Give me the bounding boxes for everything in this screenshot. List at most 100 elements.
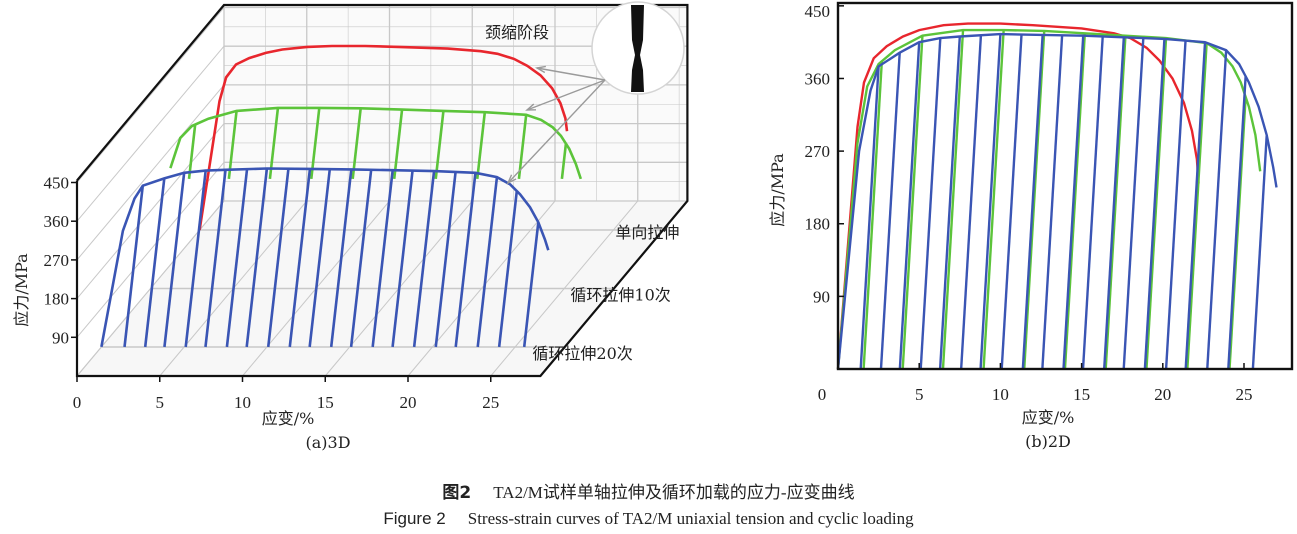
unload-line: [1122, 38, 1145, 370]
unload-line: [371, 170, 394, 348]
unload-line: [979, 34, 1002, 370]
x-tick-label: 15: [317, 393, 334, 412]
necking-label: 颈缩阶段: [485, 23, 549, 42]
arrow-head-icon: [534, 65, 546, 74]
unload-line: [859, 66, 880, 370]
series-2d-0: [836, 22, 1200, 370]
x-tick-label: 15: [1073, 385, 1090, 404]
caption-zh-label: 图2: [442, 483, 472, 503]
y-axis-label: 应力/MPa: [12, 253, 31, 327]
x-axis-label: 应变/%: [262, 409, 315, 428]
y-axis-label: 应力/MPa: [768, 153, 787, 227]
unload-line: [392, 109, 404, 179]
unload-line: [1062, 35, 1085, 370]
grid-line: [76, 7, 225, 183]
chart-title: (a)3D: [305, 433, 350, 452]
series-3d-1: [169, 106, 583, 180]
unload-line: [941, 29, 965, 370]
caption-zh-text: TA2/M试样单轴拉伸及循环加载的应力-应变曲线: [493, 483, 855, 502]
series-label: 循环拉伸10次: [570, 286, 670, 305]
unload-line: [308, 168, 332, 348]
unload-line: [349, 169, 373, 348]
unload-line: [1227, 76, 1247, 370]
unload-line: [163, 172, 186, 348]
unload-line: [1102, 37, 1126, 370]
unload-line: [1000, 34, 1023, 370]
unload-line: [1186, 42, 1208, 370]
series-label: 循环拉伸20次: [532, 344, 632, 363]
unload-line: [187, 124, 197, 179]
x-tick-label: 0: [73, 393, 82, 412]
unload-line: [1063, 33, 1087, 370]
envelope-curve: [198, 44, 569, 231]
y-tick-label: 270: [805, 142, 831, 161]
caption-zh: 图2 TA2/M试样单轴拉伸及循环加载的应力-应变曲线: [0, 478, 1297, 503]
caption-en-label: Figure 2: [383, 509, 446, 528]
unload-line: [898, 42, 921, 370]
y-tick-label: 450: [44, 174, 70, 193]
unload-line: [522, 222, 540, 348]
unload-line: [901, 35, 924, 370]
specimen-necking-icon: [631, 5, 644, 92]
axes-box: [836, 1, 1294, 371]
unload-line: [475, 112, 487, 179]
unload-line: [919, 38, 942, 370]
envelope-curve: [169, 106, 583, 180]
grid-line: [76, 45, 225, 222]
series-2d-2: [836, 32, 1278, 370]
unload-line: [560, 143, 568, 179]
unload-line: [434, 171, 457, 348]
unload-line: [517, 114, 528, 179]
unload-line: [879, 52, 901, 370]
unload-line: [1081, 36, 1104, 370]
arrow-head-icon: [525, 103, 537, 111]
x-tick-label: 20: [1154, 385, 1171, 404]
y-tick-label: 360: [805, 69, 831, 88]
y-tick-label: 90: [52, 328, 69, 347]
x-tick-label: 5: [156, 393, 165, 412]
unload-line: [1145, 38, 1168, 370]
y-tick-label: 450: [805, 2, 831, 21]
unload-line: [1164, 40, 1187, 370]
x-tick-label: 20: [400, 393, 417, 412]
unload-line: [184, 170, 207, 348]
unload-line: [225, 168, 249, 348]
unload-line: [476, 176, 499, 348]
unload-line: [266, 168, 290, 348]
unload-line: [862, 61, 884, 370]
unload-line: [227, 110, 238, 179]
unload-line: [497, 190, 519, 348]
series-2d-1: [836, 28, 1262, 370]
unload-line: [204, 169, 227, 348]
unload-line: [959, 35, 983, 370]
x-axis-label: 应变/%: [1022, 408, 1075, 427]
unload-line: [1251, 134, 1268, 370]
unload-line: [1023, 30, 1046, 370]
caption-en: Figure 2 Stress-strain curves of TA2/M un…: [0, 509, 1297, 529]
unload-line: [982, 29, 1005, 370]
series-3d-2: [100, 167, 550, 348]
x-tick-label: 25: [482, 393, 499, 412]
y-tick-label: 180: [805, 215, 831, 234]
grid-line: [76, 161, 225, 338]
y-tick-label: 90: [813, 287, 830, 306]
series-label: 单向拉伸: [615, 223, 679, 242]
envelope-curve: [836, 32, 1278, 370]
x-tick-label: 10: [992, 385, 1009, 404]
unload-line: [288, 168, 312, 348]
unload-line: [412, 170, 436, 348]
x-tick-label: 5: [915, 385, 924, 404]
unload-line: [1041, 35, 1064, 370]
unload-line: [1021, 34, 1044, 370]
unload-line: [1206, 50, 1228, 370]
unload-line: [143, 178, 166, 348]
x-tick-label: 10: [234, 393, 251, 412]
series-3d-0: [198, 44, 569, 231]
chart-title: (b)2D: [1025, 432, 1071, 451]
unload-line: [1143, 38, 1166, 370]
y-tick-label: 180: [44, 290, 70, 309]
chart-3d: 0 5 10 15 20 25 90 180 270 360 450 应变/% 应力/MPa (a)3D 单…: [12, 1, 689, 452]
unload-line: [309, 107, 321, 179]
unload-line: [1228, 96, 1247, 370]
